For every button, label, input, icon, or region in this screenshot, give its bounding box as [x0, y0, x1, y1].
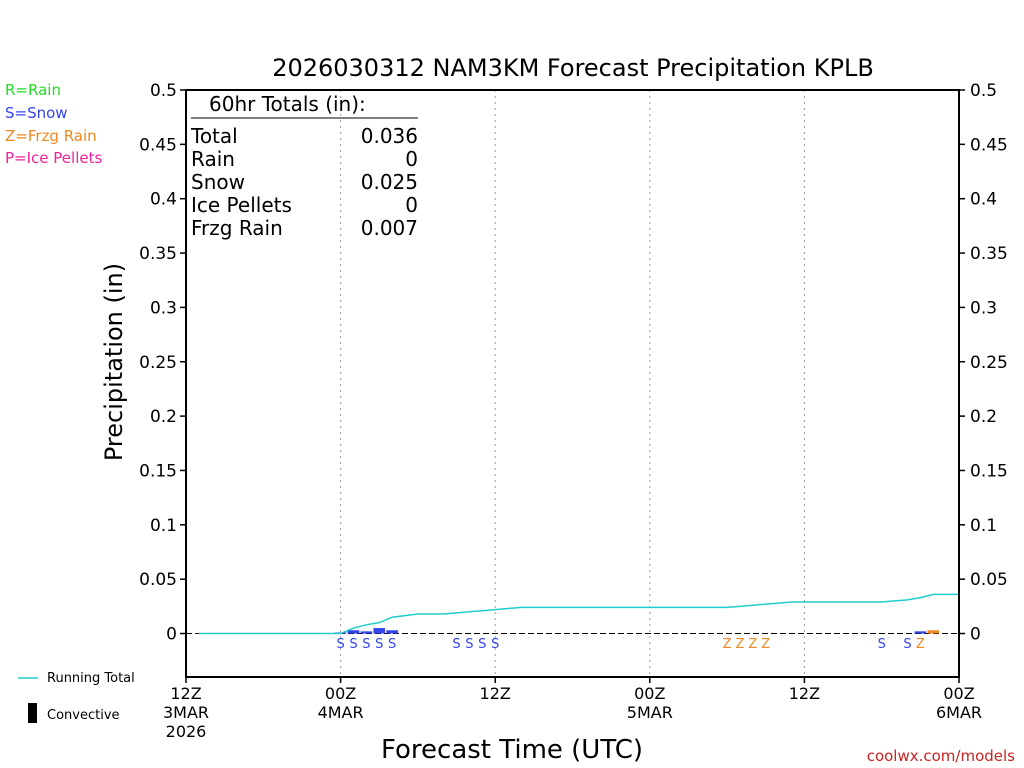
legend-running-total: Running Total [47, 671, 135, 686]
ptype-marker: S [349, 637, 357, 652]
ptype-marker: Z [736, 637, 745, 652]
ptype-marker: S [478, 637, 486, 652]
ptype-marker: Z [723, 637, 732, 652]
totals-row-value: 0.025 [361, 170, 418, 194]
y-tick-label-right: 0.5 [970, 81, 997, 101]
totals-rows: Total 0.036 Rain 0 Snow 0.025 Ice Pellets 0 Frzg… [190, 124, 418, 240]
y-tick-label-right: 0.15 [970, 461, 1008, 481]
x-tick-label: 5MAR [627, 703, 673, 722]
precip-bar [914, 631, 927, 634]
ptype-marker: Z [748, 637, 757, 652]
totals-row-value: 0 [405, 147, 418, 171]
ptype-marker: S [878, 637, 886, 652]
y-tick-label-left: 0.45 [139, 135, 177, 155]
x-axis-label: Forecast Time (UTC) [381, 735, 643, 765]
y-tick-label-right: 0.25 [970, 353, 1008, 373]
x-tick-label: 12Z [170, 684, 201, 703]
ptype-marker: S [336, 637, 344, 652]
ptype-marker: S [465, 637, 473, 652]
totals-row-label: Snow [191, 170, 245, 194]
y-axis-label: Precipitation (in) [100, 263, 128, 461]
x-tick-label: 2026 [166, 722, 207, 741]
y-tick-label-left: 0.4 [150, 190, 177, 210]
totals-row-label: Ice Pellets [191, 193, 292, 217]
x-tick-label: 6MAR [936, 703, 982, 722]
precip-bar [373, 628, 386, 634]
legend-rain: R=Rain [5, 81, 61, 99]
x-tick-label: 4MAR [318, 703, 364, 722]
y-tick-label-right: 0.3 [970, 298, 997, 318]
bars-layer [334, 628, 940, 634]
ptype-marker: S [388, 637, 396, 652]
ptype-marker: Z [761, 637, 770, 652]
chart-title: 2026030312 NAM3KM Forecast Precipitation… [272, 54, 874, 82]
precip-bar [386, 630, 398, 634]
totals-row-label: Total [190, 124, 238, 148]
ptype-marker: S [903, 637, 911, 652]
totals-row-label: Rain [191, 147, 235, 171]
ptype-marker: Z [916, 637, 925, 652]
y-tick-label-right: 0.1 [970, 516, 997, 536]
y-tick-label-right: 0.35 [970, 244, 1008, 264]
ptype-marker: S [375, 637, 383, 652]
x-tick-label: 3MAR [163, 703, 209, 722]
y-tick-label-left: 0.25 [139, 353, 177, 373]
totals-box: 60hr Totals (in): Total 0.036 Rain 0 Snow 0.0… [190, 92, 418, 240]
legend-ice-pellets: P=Ice Pellets [5, 149, 102, 167]
y-tick-label-left: 0.35 [139, 244, 177, 264]
plot-frame [185, 89, 960, 678]
totals-row-label: Frzg Rain [191, 216, 283, 240]
y-tick-label-right: 0.2 [970, 407, 997, 427]
y-tick-label-right: 0.4 [970, 190, 997, 210]
x-tick-label: 12Z [480, 684, 511, 703]
legend-convective: Convective [47, 708, 120, 723]
totals-row-value: 0.036 [361, 124, 418, 148]
y-tick-label-right: 0 [970, 625, 981, 645]
y-tick-label-left: 0.1 [150, 516, 177, 536]
ptype-marker: S [362, 637, 370, 652]
precip-bar [360, 631, 373, 634]
line-layer [198, 593, 959, 635]
y-tick-label-right: 0.45 [970, 135, 1008, 155]
y-tick-label-right: 0.05 [970, 570, 1008, 590]
x-tick-label: 12Z [789, 684, 820, 703]
precip-bar [347, 630, 360, 634]
ptype-marker: S [452, 637, 460, 652]
x-tick-label: 00Z [943, 684, 974, 703]
legend-snow: S=Snow [5, 104, 68, 122]
totals-row-value: 0 [405, 193, 418, 217]
totals-row-value: 0.007 [361, 216, 418, 240]
totals-header: 60hr Totals (in): [209, 92, 366, 116]
y-tick-label-left: 0.5 [150, 81, 177, 101]
y-tick-label-left: 0.3 [150, 298, 177, 318]
precip-bar [927, 630, 940, 634]
running-total-line [198, 593, 959, 635]
axis-layer: 0 0 0.05 0.05 0.1 0.1 0.15 0.15 0.2 0.2 0.25 0.25 0.… [139, 81, 1008, 741]
x-tick-label: 00Z [634, 684, 665, 703]
x-tick-label: 00Z [325, 684, 356, 703]
y-tick-label-left: 0.2 [150, 407, 177, 427]
y-tick-label-left: 0.15 [139, 461, 177, 481]
y-tick-label-left: 0.05 [139, 570, 177, 590]
legend-frzg-rain: Z=Frzg Rain [5, 127, 97, 145]
grid-layer [186, 90, 959, 677]
ptype-marker: S [491, 637, 499, 652]
credit-text[interactable]: coolwx.com/models [867, 747, 1015, 765]
convective-legend-swatch [28, 703, 37, 723]
y-tick-label-left: 0 [166, 625, 177, 645]
